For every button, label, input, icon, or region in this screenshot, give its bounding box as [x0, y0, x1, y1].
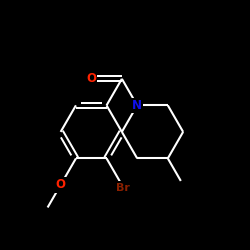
Text: O: O	[86, 72, 96, 85]
Text: O: O	[56, 178, 66, 192]
Text: Br: Br	[116, 182, 130, 192]
Text: N: N	[132, 99, 142, 112]
